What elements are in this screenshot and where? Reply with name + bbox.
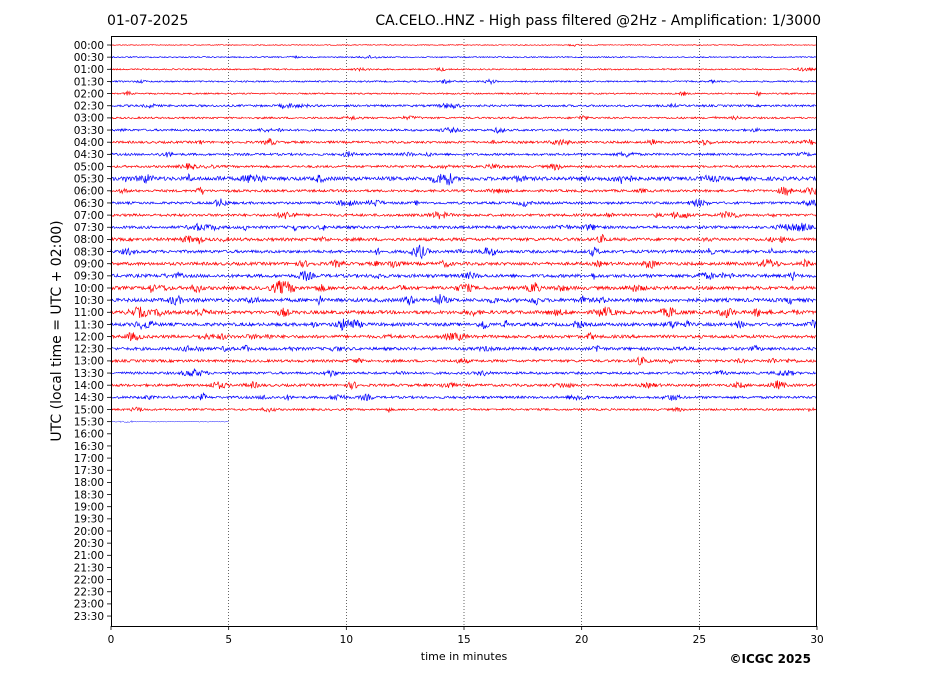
trace-row-07:00: [110, 210, 817, 220]
y-tick-label: 21:30: [74, 562, 104, 574]
trace-row-14:30: [110, 392, 817, 402]
chart-title: CA.CELO..HNZ - High pass filtered @2Hz -…: [375, 13, 821, 29]
y-tick-label: 09:00: [74, 259, 104, 271]
trace-row-04:00: [110, 138, 817, 147]
seismic-traces: [110, 43, 817, 424]
trace-row-09:30: [110, 270, 817, 282]
y-tick-label: 11:00: [74, 307, 104, 319]
y-tick-label: 07:30: [74, 222, 104, 234]
y-tick-label: 15:30: [74, 416, 104, 428]
y-tick-label: 10:00: [74, 283, 104, 295]
y-tick-label: 08:30: [74, 246, 104, 258]
y-tick-label: 11:30: [74, 319, 104, 331]
x-tick-label: 20: [575, 634, 588, 646]
y-tick-label: 14:00: [74, 380, 104, 392]
y-tick-label: 15:00: [74, 404, 104, 416]
y-tick-label: 02:00: [74, 88, 104, 100]
y-tick-label: 06:30: [74, 198, 104, 210]
trace-row-10:00: [110, 280, 817, 294]
x-tick-label: 0: [108, 634, 115, 646]
trace-row-00:30: [110, 54, 817, 60]
trace-row-08:30: [110, 244, 817, 260]
y-tick-label: 18:30: [74, 489, 104, 501]
y-tick-label: 03:00: [74, 113, 104, 125]
y-axis-ticks: 00:0000:3001:0001:3002:0002:3003:0003:30…: [74, 40, 111, 623]
x-tick-label: 15: [457, 634, 470, 646]
y-tick-label: 13:00: [74, 356, 104, 368]
grid-lines: [228, 36, 700, 626]
y-tick-label: 03:30: [74, 125, 104, 137]
trace-row-02:30: [110, 102, 817, 110]
trace-row-08:00: [110, 233, 817, 245]
trace-row-13:00: [110, 356, 817, 366]
trace-row-13:30: [110, 367, 817, 378]
trace-row-09:00: [110, 258, 817, 269]
trace-row-14:00: [110, 380, 817, 391]
y-tick-label: 23:00: [74, 599, 104, 611]
date-label: 01-07-2025: [107, 13, 188, 29]
trace-row-00:00: [110, 43, 817, 47]
y-tick-label: 00:30: [74, 52, 104, 64]
trace-row-15:30: [110, 420, 229, 424]
y-tick-label: 01:00: [74, 64, 104, 76]
trace-row-11:00: [110, 306, 817, 319]
x-axis-ticks: 0 5 10 15 20 25 30: [108, 626, 824, 646]
trace-row-12:30: [110, 344, 817, 353]
x-tick-label: 25: [693, 634, 706, 646]
y-tick-label: 19:30: [74, 514, 104, 526]
y-tick-label: 05:00: [74, 161, 104, 173]
y-tick-label: 09:30: [74, 271, 104, 283]
y-tick-label: 00:00: [74, 40, 104, 52]
y-tick-label: 02:30: [74, 101, 104, 113]
y-tick-label: 01:30: [74, 76, 104, 88]
y-tick-label: 16:30: [74, 441, 104, 453]
x-tick-label: 5: [225, 634, 232, 646]
trace-row-01:30: [110, 78, 817, 86]
y-tick-label: 08:00: [74, 234, 104, 246]
trace-row-01:00: [110, 66, 817, 72]
y-tick-label: 12:30: [74, 344, 104, 356]
y-tick-label: 04:00: [74, 137, 104, 149]
y-tick-label: 20:30: [74, 538, 104, 550]
y-tick-label: 12:00: [74, 331, 104, 343]
trace-row-07:30: [110, 222, 817, 232]
y-tick-label: 22:30: [74, 587, 104, 599]
x-axis-label: time in minutes: [421, 650, 508, 663]
y-tick-label: 17:30: [74, 465, 104, 477]
x-tick-label: 30: [810, 634, 823, 646]
trace-row-04:30: [110, 150, 817, 158]
y-tick-label: 20:00: [74, 526, 104, 538]
y-tick-label: 21:00: [74, 550, 104, 562]
trace-row-06:00: [110, 186, 817, 196]
trace-row-10:30: [110, 294, 817, 307]
trace-row-03:00: [110, 115, 817, 121]
y-tick-label: 06:00: [74, 186, 104, 198]
y-tick-label: 10:30: [74, 295, 104, 307]
x-tick-label: 10: [340, 634, 353, 646]
trace-row-12:00: [110, 331, 817, 342]
y-tick-label: 04:30: [74, 149, 104, 161]
y-tick-label: 14:30: [74, 392, 104, 404]
trace-row-03:30: [110, 126, 817, 134]
y-tick-label: 16:00: [74, 429, 104, 441]
y-tick-label: 05:30: [74, 173, 104, 185]
y-tick-label: 17:00: [74, 453, 104, 465]
y-axis-label: UTC (local time = UTC + 02:00): [49, 220, 65, 441]
copyright-label: ©ICGC 2025: [729, 652, 811, 666]
trace-row-15:00: [110, 406, 817, 413]
y-tick-label: 23:30: [74, 611, 104, 623]
y-tick-label: 22:00: [74, 574, 104, 586]
y-tick-label: 13:30: [74, 368, 104, 380]
trace-row-05:30: [110, 172, 817, 186]
y-tick-label: 18:00: [74, 477, 104, 489]
trace-row-05:00: [110, 162, 817, 171]
y-tick-label: 07:00: [74, 210, 104, 222]
trace-row-11:30: [110, 318, 817, 332]
y-tick-label: 19:00: [74, 502, 104, 514]
trace-row-06:30: [110, 198, 817, 208]
trace-row-02:00: [110, 90, 817, 97]
